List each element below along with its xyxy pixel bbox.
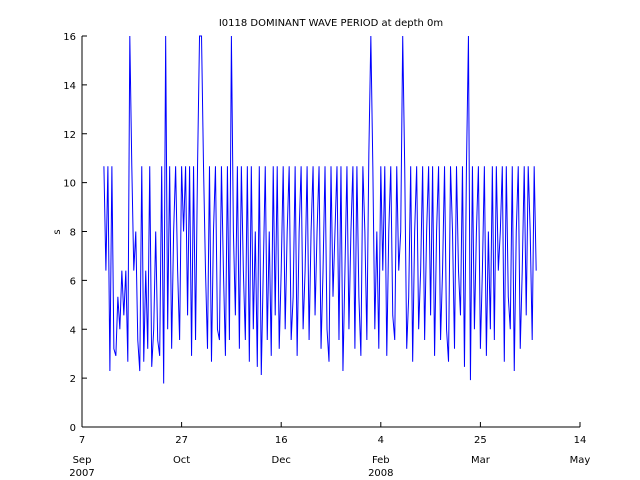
x-tick-label: 14 May: [570, 435, 591, 466]
y-tick-label: 4: [70, 325, 76, 336]
x-tick-label: 27 Oct: [173, 435, 190, 466]
x-tick-label: 7 Sep 2007: [69, 435, 94, 479]
data-line: [103, 35, 537, 384]
y-tick-label: 0: [70, 423, 76, 434]
y-tick-label: 2: [70, 374, 76, 385]
y-tick-label: 8: [70, 228, 76, 239]
chart-title: I0118 DOMINANT WAVE PERIOD at depth 0m: [219, 18, 443, 29]
y-tick-label: 10: [63, 179, 76, 190]
y-axis-label: s: [52, 229, 63, 234]
y-tick-label: 6: [70, 276, 76, 287]
x-tick-label: 25 Mar: [471, 435, 491, 466]
x-tick-label: 16 Dec: [272, 435, 291, 466]
y-tick-label: 12: [63, 130, 76, 141]
y-tick-label: 16: [63, 32, 76, 43]
x-tick-label: 4 Feb 2008: [368, 435, 393, 479]
y-tick-label: 14: [63, 81, 76, 92]
